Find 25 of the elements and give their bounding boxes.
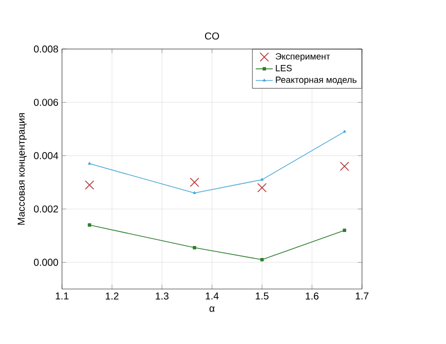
- chart-title: CO: [205, 32, 219, 40]
- x-axis-title: α: [210, 306, 215, 312]
- y-tick-label: 0.002: [34, 205, 58, 213]
- y-tick-label: 0.006: [34, 98, 58, 106]
- point: [340, 162, 350, 172]
- point: [190, 178, 200, 188]
- legend-label: LES: [276, 64, 292, 72]
- point: [84, 180, 94, 190]
- x-tick-label: 1.4: [206, 292, 219, 300]
- point: [257, 182, 267, 192]
- x-tick-label: 1.6: [306, 292, 318, 300]
- x-tick-label: 1.3: [156, 292, 168, 300]
- legend-label: Эксперимент: [276, 53, 330, 62]
- x-tick-label: 1.1: [56, 292, 68, 300]
- y-tick-label: 0.008: [34, 45, 58, 53]
- y-axis-title: Массовая концентрация: [18, 113, 27, 225]
- y-tick-label: 0.000: [34, 258, 58, 266]
- point: [342, 228, 346, 232]
- point: [260, 258, 264, 262]
- x-tick-label: 1.5: [256, 292, 269, 300]
- point: [192, 246, 196, 250]
- legend-label: Реакторная модель: [276, 76, 356, 85]
- x-tick-label: 1.2: [106, 292, 118, 300]
- y-tick-label: 0.004: [34, 152, 58, 160]
- x-tick-label: 1.7: [356, 292, 368, 300]
